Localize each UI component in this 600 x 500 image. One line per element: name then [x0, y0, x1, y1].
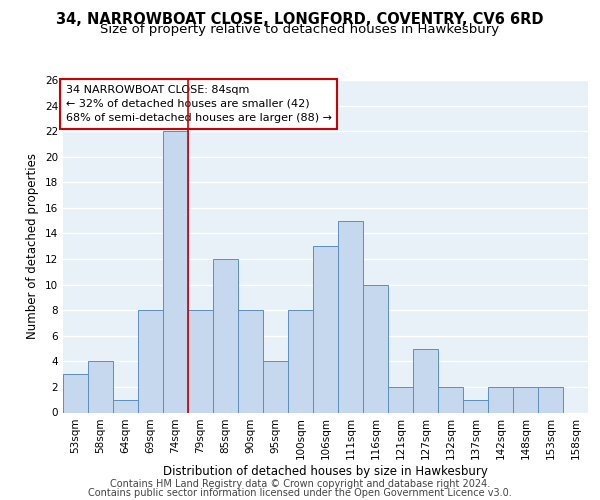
- Bar: [388, 387, 413, 412]
- Text: Size of property relative to detached houses in Hawkesbury: Size of property relative to detached ho…: [100, 24, 500, 36]
- Text: Contains HM Land Registry data © Crown copyright and database right 2024.: Contains HM Land Registry data © Crown c…: [110, 479, 490, 489]
- Bar: [163, 131, 188, 412]
- Y-axis label: Number of detached properties: Number of detached properties: [26, 153, 40, 339]
- Bar: [438, 387, 463, 412]
- Bar: [313, 246, 338, 412]
- Bar: [263, 362, 288, 412]
- Bar: [88, 362, 113, 412]
- Bar: [138, 310, 163, 412]
- Bar: [463, 400, 488, 412]
- Bar: [513, 387, 538, 412]
- Text: 34 NARROWBOAT CLOSE: 84sqm
← 32% of detached houses are smaller (42)
68% of semi: 34 NARROWBOAT CLOSE: 84sqm ← 32% of deta…: [65, 85, 332, 123]
- Bar: [488, 387, 513, 412]
- Bar: [238, 310, 263, 412]
- Bar: [338, 220, 363, 412]
- Bar: [63, 374, 88, 412]
- Bar: [538, 387, 563, 412]
- Text: 34, NARROWBOAT CLOSE, LONGFORD, COVENTRY, CV6 6RD: 34, NARROWBOAT CLOSE, LONGFORD, COVENTRY…: [56, 12, 544, 28]
- X-axis label: Distribution of detached houses by size in Hawkesbury: Distribution of detached houses by size …: [163, 465, 488, 478]
- Bar: [288, 310, 313, 412]
- Text: Contains public sector information licensed under the Open Government Licence v3: Contains public sector information licen…: [88, 488, 512, 498]
- Bar: [413, 348, 438, 412]
- Bar: [113, 400, 138, 412]
- Bar: [213, 259, 238, 412]
- Bar: [363, 284, 388, 412]
- Bar: [188, 310, 213, 412]
